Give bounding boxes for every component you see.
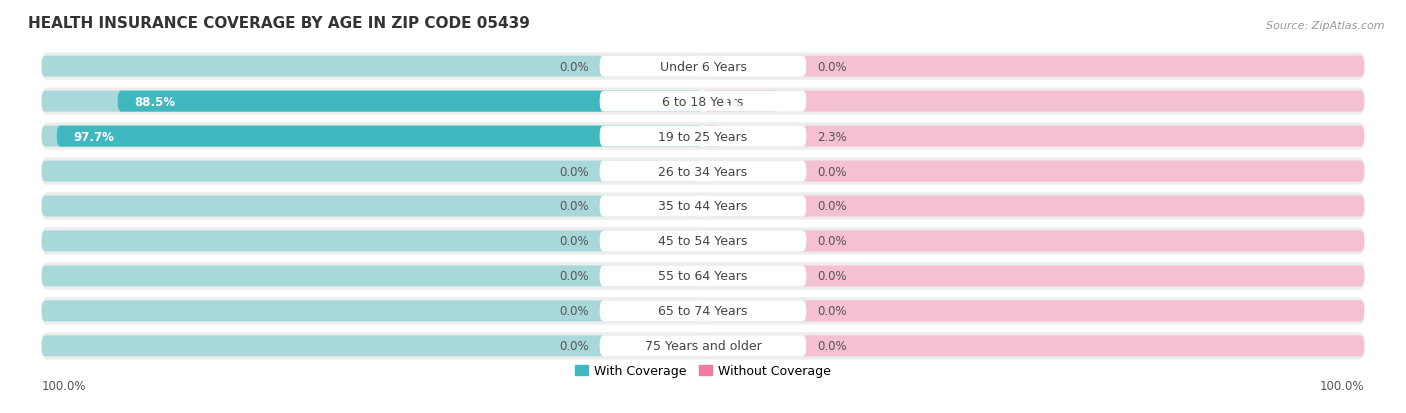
Text: 0.0%: 0.0% (817, 339, 846, 352)
FancyBboxPatch shape (42, 301, 703, 322)
Text: 0.0%: 0.0% (817, 270, 846, 283)
FancyBboxPatch shape (56, 126, 703, 147)
FancyBboxPatch shape (703, 266, 1364, 287)
Text: 0.0%: 0.0% (560, 165, 589, 178)
FancyBboxPatch shape (42, 91, 703, 112)
Text: 0.0%: 0.0% (817, 200, 846, 213)
FancyBboxPatch shape (42, 126, 703, 147)
Text: Source: ZipAtlas.com: Source: ZipAtlas.com (1267, 21, 1385, 31)
Text: 75 Years and older: 75 Years and older (644, 339, 762, 352)
Text: 2.3%: 2.3% (817, 130, 846, 143)
Text: 0.0%: 0.0% (817, 61, 846, 74)
FancyBboxPatch shape (703, 57, 1364, 78)
FancyBboxPatch shape (42, 161, 703, 182)
FancyBboxPatch shape (703, 301, 1364, 322)
FancyBboxPatch shape (599, 161, 807, 182)
Text: 100.0%: 100.0% (42, 379, 86, 392)
FancyBboxPatch shape (703, 126, 1364, 147)
FancyBboxPatch shape (599, 126, 807, 147)
Text: 0.0%: 0.0% (817, 165, 846, 178)
FancyBboxPatch shape (42, 297, 1364, 325)
Text: 0.0%: 0.0% (560, 270, 589, 283)
FancyBboxPatch shape (703, 91, 1364, 112)
Text: 65 to 74 Years: 65 to 74 Years (658, 305, 748, 318)
FancyBboxPatch shape (42, 57, 703, 78)
Text: 45 to 54 Years: 45 to 54 Years (658, 235, 748, 248)
FancyBboxPatch shape (42, 196, 703, 217)
Text: 26 to 34 Years: 26 to 34 Years (658, 165, 748, 178)
FancyBboxPatch shape (599, 196, 807, 217)
FancyBboxPatch shape (42, 263, 1364, 290)
Text: 97.7%: 97.7% (73, 130, 114, 143)
Text: HEALTH INSURANCE COVERAGE BY AGE IN ZIP CODE 05439: HEALTH INSURANCE COVERAGE BY AGE IN ZIP … (28, 16, 530, 31)
Text: 35 to 44 Years: 35 to 44 Years (658, 200, 748, 213)
FancyBboxPatch shape (703, 161, 1364, 182)
Text: 0.0%: 0.0% (560, 200, 589, 213)
Text: 100.0%: 100.0% (1320, 379, 1364, 392)
Text: 0.0%: 0.0% (560, 339, 589, 352)
Text: 6 to 18 Years: 6 to 18 Years (662, 95, 744, 108)
Text: 55 to 64 Years: 55 to 64 Years (658, 270, 748, 283)
FancyBboxPatch shape (703, 196, 1364, 217)
FancyBboxPatch shape (42, 123, 1364, 150)
FancyBboxPatch shape (599, 266, 807, 287)
FancyBboxPatch shape (42, 332, 1364, 360)
FancyBboxPatch shape (42, 266, 703, 287)
FancyBboxPatch shape (599, 335, 807, 356)
Text: 11.5%: 11.5% (721, 95, 762, 108)
Text: 0.0%: 0.0% (817, 235, 846, 248)
FancyBboxPatch shape (42, 193, 1364, 220)
FancyBboxPatch shape (42, 88, 1364, 116)
Text: 88.5%: 88.5% (134, 95, 176, 108)
FancyBboxPatch shape (703, 231, 1364, 252)
FancyBboxPatch shape (703, 335, 1364, 356)
FancyBboxPatch shape (703, 91, 779, 112)
FancyBboxPatch shape (599, 57, 807, 78)
Text: 0.0%: 0.0% (560, 235, 589, 248)
FancyBboxPatch shape (599, 301, 807, 322)
FancyBboxPatch shape (42, 231, 703, 252)
FancyBboxPatch shape (703, 126, 718, 147)
FancyBboxPatch shape (42, 228, 1364, 255)
FancyBboxPatch shape (42, 335, 703, 356)
Legend: With Coverage, Without Coverage: With Coverage, Without Coverage (571, 359, 835, 382)
Text: 0.0%: 0.0% (560, 61, 589, 74)
Text: 0.0%: 0.0% (560, 305, 589, 318)
Text: 19 to 25 Years: 19 to 25 Years (658, 130, 748, 143)
Text: 0.0%: 0.0% (817, 305, 846, 318)
FancyBboxPatch shape (42, 158, 1364, 185)
FancyBboxPatch shape (599, 91, 807, 112)
FancyBboxPatch shape (42, 53, 1364, 81)
Text: Under 6 Years: Under 6 Years (659, 61, 747, 74)
FancyBboxPatch shape (599, 231, 807, 252)
FancyBboxPatch shape (118, 91, 703, 112)
